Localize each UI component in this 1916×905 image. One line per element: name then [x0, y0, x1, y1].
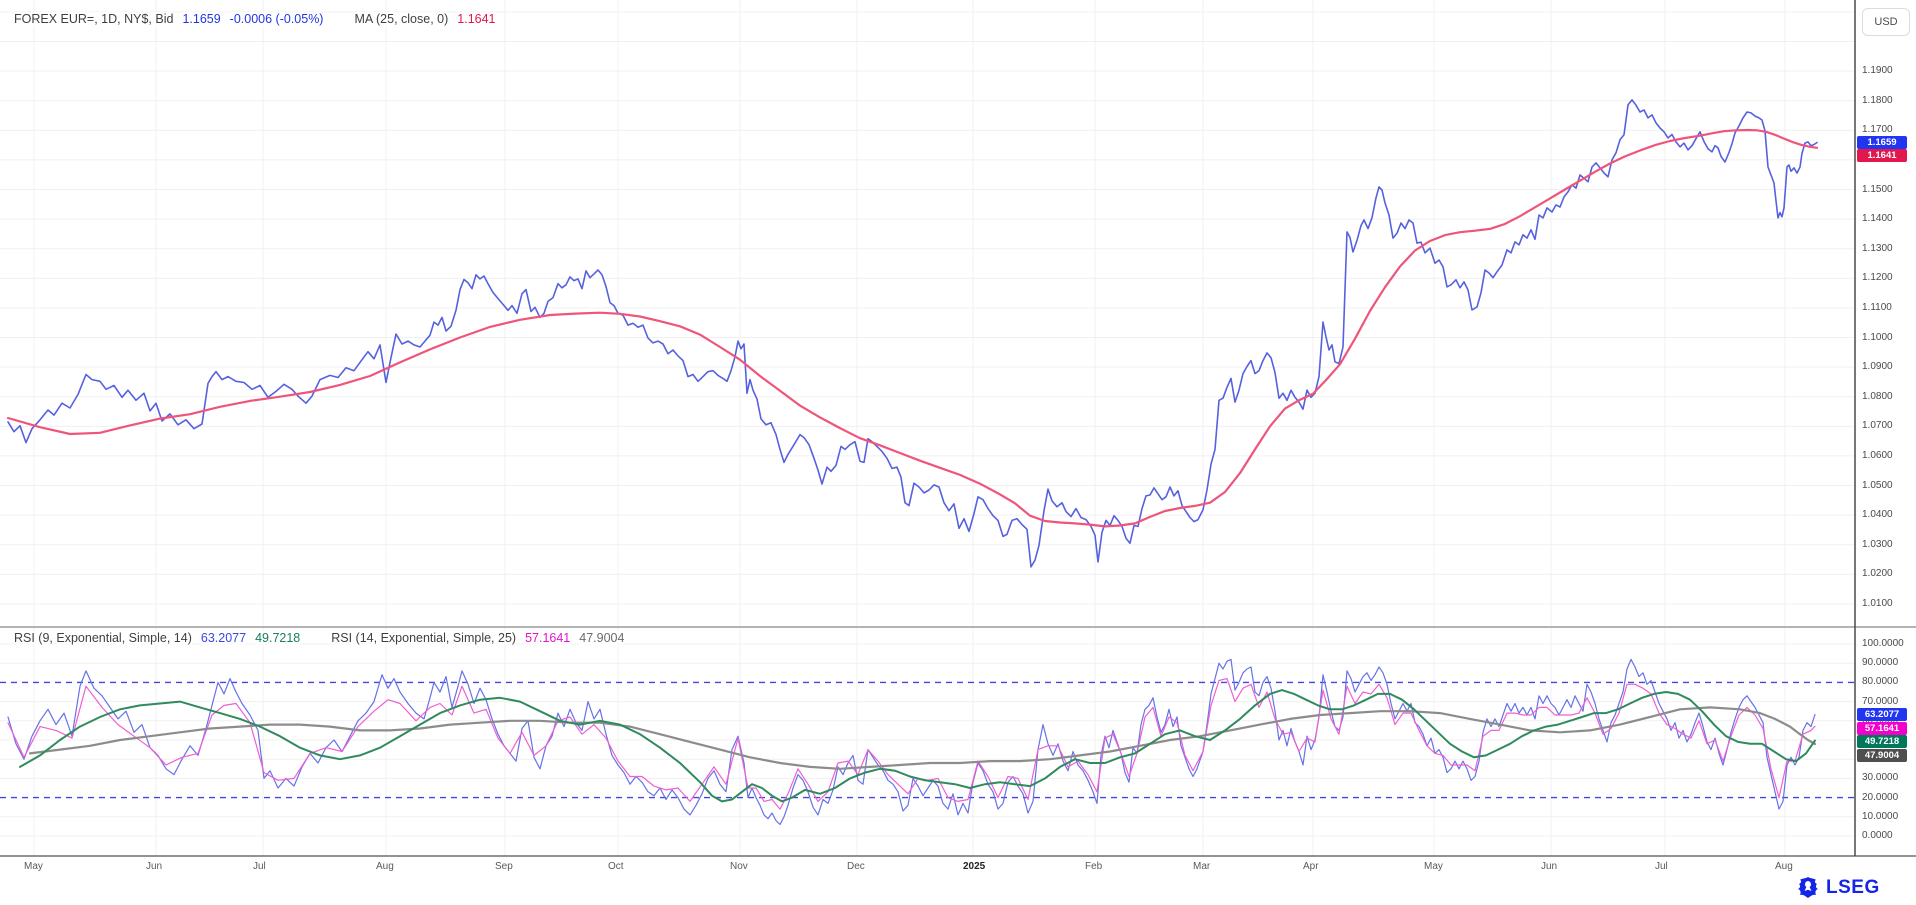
- rsi-tick-label[interactable]: 30.0000: [1862, 772, 1899, 784]
- rsi14-line: [7, 678, 1816, 810]
- legend-item: RSI (9, Exponential, Simple, 14): [14, 631, 192, 645]
- last-value-badge: 47.9004: [1857, 748, 1907, 762]
- rsi-tick-label[interactable]: 10.0000: [1862, 810, 1899, 822]
- legend-item: FOREX EUR=, 1D, NY$, Bid: [14, 12, 174, 26]
- legend-item: 1.1641: [457, 12, 496, 26]
- price-tick-label[interactable]: 1.0400: [1862, 509, 1893, 521]
- price-tick-label[interactable]: 1.0300: [1862, 538, 1893, 550]
- last-value-badge: 63.2077: [1857, 708, 1907, 722]
- time-axis-label[interactable]: Nov: [730, 861, 748, 872]
- price-tick-label[interactable]: 1.1900: [1862, 65, 1893, 77]
- legend-item: 63.2077: [200, 631, 247, 645]
- time-axis-label[interactable]: Feb: [1085, 861, 1103, 872]
- price-tick-label[interactable]: 1.0800: [1862, 390, 1893, 402]
- ma-line: [6, 128, 1819, 528]
- price-tick-label[interactable]: 1.1800: [1862, 94, 1893, 106]
- rsi-tick-label[interactable]: 90.0000: [1862, 657, 1899, 669]
- price-tick-label[interactable]: 1.0500: [1862, 479, 1893, 491]
- last-value-badge: 57.1641: [1857, 721, 1907, 735]
- last-value-badge: 1.1641: [1857, 149, 1907, 163]
- legend-item: 57.1641: [525, 631, 571, 645]
- price-tick-label[interactable]: 1.1100: [1862, 301, 1892, 313]
- price-line: [7, 99, 1818, 568]
- rsi-tick-label[interactable]: 100.0000: [1862, 637, 1904, 649]
- last-value-badge: 1.1659: [1857, 135, 1907, 149]
- legend-item: MA (25, close, 0): [354, 12, 449, 26]
- time-axis-label[interactable]: Apr: [1303, 861, 1319, 872]
- time-axis-label[interactable]: Aug: [376, 861, 394, 872]
- instrument-legend[interactable]: FOREX EUR=, 1D, NY$, Bid 1.1659 -0.0006 (-…: [14, 12, 496, 26]
- price-tick-label[interactable]: 1.0200: [1862, 568, 1893, 580]
- rsi-sma14-line: [19, 689, 1816, 803]
- price-tick-label[interactable]: 1.1500: [1862, 183, 1893, 195]
- time-axis-label[interactable]: Oct: [608, 861, 624, 872]
- time-axis-label[interactable]: May: [24, 861, 43, 872]
- currency-axis-button[interactable]: USD: [1862, 8, 1910, 36]
- rsi-tick-label[interactable]: 70.0000: [1862, 695, 1899, 707]
- legend-item: 47.9004: [579, 631, 625, 645]
- price-tick-label[interactable]: 1.1200: [1862, 272, 1893, 284]
- time-axis-label[interactable]: Aug: [1775, 861, 1793, 872]
- time-axis-label[interactable]: Jun: [1541, 861, 1558, 872]
- rsi-tick-label[interactable]: 80.0000: [1862, 676, 1899, 688]
- last-value-badge: 49.7218: [1857, 735, 1907, 749]
- lseg-crest-icon: [1798, 877, 1818, 898]
- price-tick-label[interactable]: 1.1700: [1862, 124, 1893, 136]
- legend-item: -0.0006 (-0.05%): [229, 12, 324, 26]
- price-tick-label[interactable]: 1.0600: [1862, 449, 1893, 461]
- currency-label: USD: [1874, 16, 1898, 28]
- rsi-tick-label[interactable]: 0.0000: [1862, 829, 1893, 841]
- rsi-sma25-line: [28, 706, 1817, 770]
- rsi-tick-label[interactable]: 20.0000: [1862, 791, 1899, 803]
- lseg-logo: LSEG: [1795, 876, 1880, 900]
- legend-item: RSI (14, Exponential, Simple, 25): [331, 631, 517, 645]
- price-tick-label[interactable]: 1.1300: [1862, 242, 1893, 254]
- time-axis-label[interactable]: 2025: [963, 861, 986, 872]
- time-axis-label[interactable]: Jul: [1655, 861, 1668, 872]
- price-tick-label[interactable]: 1.1000: [1862, 331, 1893, 343]
- price-tick-label[interactable]: 1.0100: [1862, 597, 1893, 609]
- rsi9-line: [7, 658, 1816, 826]
- legend-item: 49.7218: [255, 631, 301, 645]
- rsi-legend[interactable]: RSI (9, Exponential, Simple, 14) 63.2077 4…: [14, 631, 625, 645]
- time-axis-label[interactable]: Jul: [253, 861, 266, 872]
- legend-item: 1.1659: [182, 12, 221, 26]
- price-tick-label[interactable]: 1.1400: [1862, 213, 1893, 225]
- lseg-logo-text: LSEG: [1826, 877, 1880, 898]
- price-tick-label[interactable]: 1.0700: [1862, 420, 1893, 432]
- time-axis-label[interactable]: May: [1424, 861, 1443, 872]
- time-axis-label[interactable]: Mar: [1193, 861, 1211, 872]
- time-axis-label[interactable]: Dec: [847, 861, 865, 872]
- time-axis-label[interactable]: Jun: [146, 861, 163, 872]
- time-axis-label[interactable]: Sep: [495, 861, 513, 872]
- price-tick-label[interactable]: 1.0900: [1862, 361, 1893, 373]
